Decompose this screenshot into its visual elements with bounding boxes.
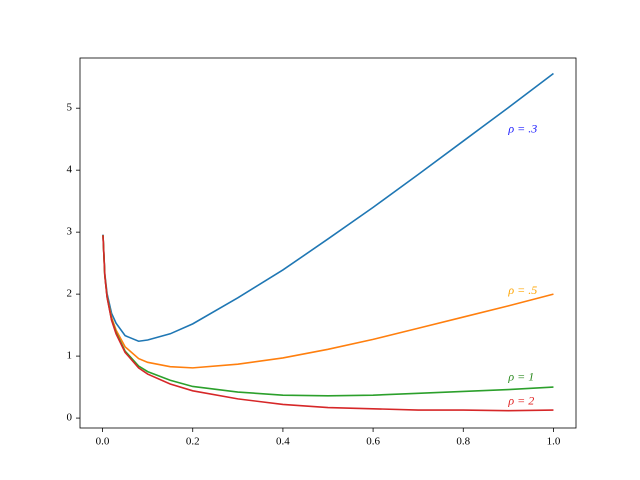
series-line xyxy=(102,235,554,369)
series-line xyxy=(102,72,554,343)
annotation: ρ = .3 xyxy=(507,122,537,136)
y-tick-label: 1 xyxy=(67,350,73,362)
annotation: ρ = .5 xyxy=(507,283,537,297)
annotation: ρ = 2 xyxy=(507,394,534,408)
annotation: ρ = 1 xyxy=(507,370,534,384)
x-tick-label: 0.0 xyxy=(96,436,110,448)
y-tick-label: 2 xyxy=(67,288,73,300)
plot-frame xyxy=(79,57,577,429)
y-tick-label: 4 xyxy=(67,164,73,176)
series-line xyxy=(102,235,554,412)
x-tick-label: 0.8 xyxy=(456,436,470,448)
x-tick-label: 0.2 xyxy=(186,436,200,448)
x-tick-label: 1.0 xyxy=(547,436,561,448)
series-line xyxy=(102,235,554,397)
x-tick-label: 0.4 xyxy=(276,436,290,448)
y-tick-label: 3 xyxy=(67,226,73,238)
y-tick-label: 5 xyxy=(67,102,73,114)
x-tick-label: 0.6 xyxy=(366,436,380,448)
y-tick-label: 0 xyxy=(67,412,73,424)
